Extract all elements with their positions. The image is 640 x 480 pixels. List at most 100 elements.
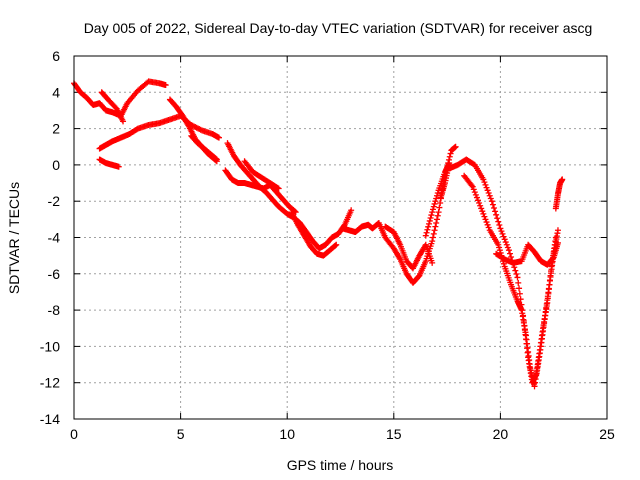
- data-point: [473, 194, 480, 201]
- y-tick-label: 0: [52, 157, 60, 173]
- data-point: [423, 229, 430, 236]
- data-point: [428, 212, 435, 219]
- data-point: [506, 250, 513, 257]
- data-point: [495, 241, 502, 248]
- data-point: [348, 207, 355, 214]
- data-point: [452, 143, 459, 150]
- x-tick-labels: 0 5 10 15 20 25: [70, 426, 615, 442]
- y-tick-label: 4: [52, 84, 60, 100]
- data-point: [512, 267, 519, 274]
- data-point: [492, 208, 499, 215]
- data-point: [484, 187, 491, 194]
- data-point: [497, 225, 504, 232]
- data-point: [480, 210, 487, 217]
- data-point: [422, 232, 429, 239]
- data-point: [431, 200, 438, 207]
- data-point: [481, 179, 488, 186]
- data-point: [514, 274, 521, 281]
- data-point: [476, 200, 483, 207]
- data-point: [504, 244, 511, 251]
- data-series: [71, 78, 566, 390]
- data-point: [426, 217, 433, 224]
- data-point: [505, 247, 512, 254]
- y-tick-label: 2: [52, 121, 60, 137]
- data-point: [481, 213, 488, 220]
- data-point: [424, 226, 431, 233]
- data-point: [427, 214, 434, 221]
- data-point: [489, 201, 496, 208]
- data-point: [213, 156, 220, 163]
- data-point: [487, 195, 494, 202]
- data-point: [433, 219, 440, 226]
- y-tick-label: -12: [40, 375, 60, 391]
- data-point: [471, 189, 478, 196]
- series-trace-o: [461, 172, 559, 390]
- data-point: [332, 242, 339, 249]
- data-point: [479, 208, 486, 215]
- data-point: [488, 198, 495, 205]
- data-point: [500, 233, 507, 240]
- data-point: [197, 126, 204, 133]
- data-point: [425, 220, 432, 227]
- data-point: [433, 216, 440, 223]
- series-trace-k: [339, 143, 459, 286]
- series-trace-b: [98, 89, 127, 125]
- data-point: [437, 194, 444, 201]
- data-point: [554, 227, 561, 234]
- data-point: [559, 176, 566, 183]
- data-point: [470, 186, 477, 193]
- series-trace-h: [222, 167, 299, 216]
- data-point: [435, 209, 442, 216]
- data-point: [429, 259, 436, 266]
- data-point: [425, 223, 432, 230]
- data-point: [552, 234, 559, 241]
- series-trace-d: [96, 156, 122, 170]
- data-point: [213, 155, 220, 162]
- series-trace-p: [493, 239, 561, 268]
- plot-frame: [73, 55, 608, 420]
- x-axis-title: GPS time / hours: [287, 457, 394, 473]
- x-tick-label: 25: [599, 426, 615, 442]
- series-trace-j: [288, 209, 340, 259]
- data-point: [446, 153, 453, 160]
- data-point: [433, 195, 440, 202]
- series-trace-g: [224, 140, 355, 252]
- data-point: [501, 236, 508, 243]
- x-tick-label: 10: [279, 426, 295, 442]
- data-point: [437, 200, 444, 207]
- y-tick-label: -8: [48, 302, 61, 318]
- data-point: [469, 183, 476, 190]
- data-point: [429, 209, 436, 216]
- x-tick-label: 15: [386, 426, 402, 442]
- data-point: [431, 227, 438, 234]
- data-point: [482, 181, 489, 188]
- data-point: [432, 223, 439, 230]
- data-point: [496, 222, 503, 229]
- grid-lines: [74, 56, 607, 419]
- data-point: [495, 218, 502, 225]
- x-tick-label: 20: [493, 426, 509, 442]
- data-point: [502, 239, 509, 246]
- y-tick-label: -6: [48, 266, 61, 282]
- data-point: [480, 176, 487, 183]
- data-point: [500, 260, 507, 267]
- data-point: [434, 212, 441, 219]
- data-point: [515, 279, 522, 286]
- y-tick-labels: -14 -12 -10 -8 -6 -4 -2 0 2 4 6: [40, 48, 60, 427]
- data-point: [503, 241, 510, 248]
- data-point: [115, 163, 122, 170]
- data-point: [477, 202, 484, 209]
- data-point: [482, 216, 489, 223]
- data-point: [485, 190, 492, 197]
- data-point: [120, 118, 127, 125]
- data-point: [275, 185, 282, 192]
- data-point: [496, 247, 503, 254]
- data-point: [516, 290, 523, 297]
- data-point: [475, 197, 482, 204]
- series-trace-l: [382, 223, 436, 272]
- data-point: [274, 184, 281, 191]
- data-point: [430, 230, 437, 237]
- data-point: [447, 150, 454, 157]
- chart-title: Day 005 of 2022, Sidereal Day-to-day VTE…: [84, 20, 593, 36]
